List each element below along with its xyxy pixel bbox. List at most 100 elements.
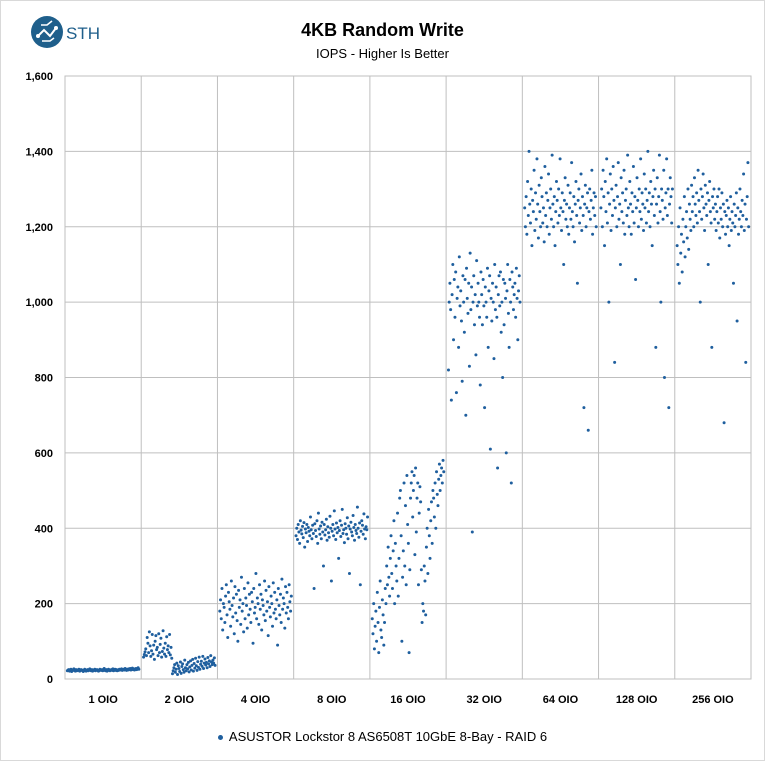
data-point bbox=[487, 289, 491, 293]
data-point bbox=[493, 262, 497, 266]
data-point bbox=[565, 202, 569, 206]
data-point bbox=[306, 539, 310, 543]
data-point bbox=[435, 492, 439, 496]
data-point bbox=[651, 195, 655, 199]
data-point bbox=[708, 210, 712, 214]
data-point bbox=[623, 232, 627, 236]
x-tick-label: 1 OIO bbox=[88, 694, 118, 706]
data-point bbox=[532, 168, 536, 172]
data-point bbox=[405, 473, 409, 477]
data-point bbox=[194, 656, 198, 660]
data-point bbox=[172, 666, 176, 670]
data-point bbox=[600, 225, 604, 229]
data-point bbox=[316, 511, 320, 515]
data-point bbox=[499, 330, 503, 334]
data-point bbox=[722, 421, 726, 425]
data-point bbox=[489, 296, 493, 300]
data-point bbox=[362, 512, 366, 516]
data-point bbox=[452, 338, 456, 342]
data-point bbox=[387, 575, 391, 579]
data-point bbox=[170, 672, 174, 676]
data-point bbox=[342, 541, 346, 545]
data-point bbox=[231, 615, 235, 619]
data-point bbox=[545, 225, 549, 229]
data-point bbox=[327, 531, 331, 535]
data-point bbox=[724, 213, 728, 217]
data-point bbox=[343, 522, 347, 526]
data-point bbox=[540, 195, 544, 199]
data-point bbox=[200, 664, 204, 668]
data-point bbox=[668, 202, 672, 206]
data-point bbox=[446, 368, 450, 372]
data-point bbox=[649, 180, 653, 184]
data-point bbox=[238, 598, 242, 602]
data-point bbox=[591, 232, 595, 236]
data-point bbox=[528, 221, 532, 225]
data-point bbox=[616, 195, 620, 199]
data-point bbox=[339, 535, 343, 539]
data-point bbox=[553, 244, 557, 248]
data-point bbox=[586, 191, 590, 195]
data-point bbox=[724, 232, 728, 236]
data-point bbox=[717, 187, 721, 191]
data-point bbox=[271, 624, 275, 628]
data-point bbox=[423, 579, 427, 583]
data-point bbox=[181, 668, 185, 672]
data-point bbox=[160, 655, 164, 659]
data-point bbox=[678, 206, 682, 210]
data-point bbox=[720, 191, 724, 195]
data-point bbox=[580, 195, 584, 199]
data-point bbox=[213, 663, 217, 667]
data-point bbox=[353, 522, 357, 526]
data-point bbox=[344, 526, 348, 530]
data-point bbox=[639, 217, 643, 221]
data-point bbox=[429, 500, 433, 504]
data-point bbox=[695, 221, 699, 225]
data-point bbox=[427, 507, 431, 511]
data-point bbox=[237, 588, 241, 592]
data-point bbox=[473, 293, 477, 297]
data-point bbox=[414, 530, 418, 534]
data-point bbox=[653, 187, 657, 191]
x-tick-label: 256 OIO bbox=[692, 694, 734, 706]
data-point bbox=[679, 232, 683, 236]
data-point bbox=[698, 210, 702, 214]
data-point bbox=[230, 604, 234, 608]
data-point bbox=[525, 232, 529, 236]
data-point bbox=[366, 515, 370, 519]
data-point bbox=[160, 649, 164, 653]
data-point bbox=[165, 648, 169, 652]
data-point bbox=[252, 611, 256, 615]
data-point bbox=[223, 620, 227, 624]
data-point bbox=[442, 470, 446, 474]
data-point bbox=[348, 527, 352, 531]
data-point bbox=[700, 195, 704, 199]
data-point bbox=[332, 534, 336, 538]
data-point bbox=[224, 594, 228, 598]
data-point bbox=[179, 671, 183, 675]
data-point bbox=[137, 667, 141, 671]
data-point bbox=[687, 247, 691, 251]
data-point bbox=[168, 653, 172, 657]
data-point bbox=[440, 481, 444, 485]
data-point bbox=[657, 195, 661, 199]
data-point bbox=[631, 164, 635, 168]
data-point bbox=[626, 206, 630, 210]
data-point bbox=[260, 598, 264, 602]
data-point bbox=[413, 553, 417, 557]
data-point bbox=[155, 648, 159, 652]
data-point bbox=[508, 278, 512, 282]
data-point bbox=[650, 244, 654, 248]
data-point bbox=[518, 300, 522, 304]
data-point bbox=[580, 229, 584, 233]
data-point bbox=[496, 293, 500, 297]
data-point bbox=[606, 191, 610, 195]
data-point bbox=[544, 191, 548, 195]
data-point bbox=[417, 511, 421, 515]
data-point bbox=[584, 225, 588, 229]
data-point bbox=[254, 571, 258, 575]
data-point bbox=[383, 620, 387, 624]
data-point bbox=[177, 666, 181, 670]
data-point bbox=[721, 225, 725, 229]
data-point bbox=[550, 153, 554, 157]
